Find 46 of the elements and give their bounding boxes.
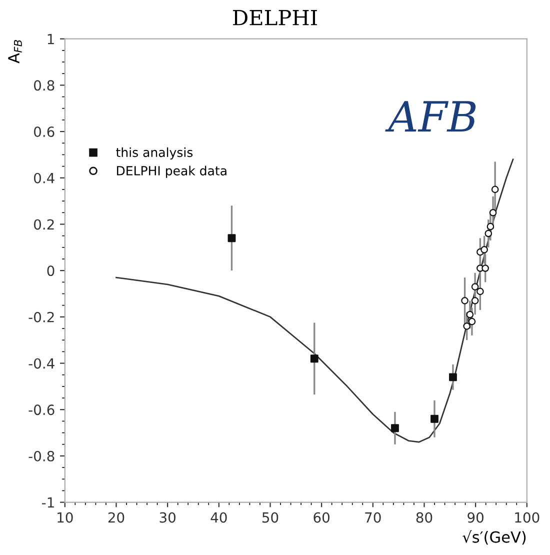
x-tick-label: 10: [58, 512, 73, 523]
point: [430, 414, 438, 423]
point: [489, 208, 497, 216]
legend-label: this analysis: [116, 147, 193, 160]
point: [471, 283, 479, 290]
annotation: AFB: [385, 101, 476, 132]
y-tick-label: -0.4: [28, 358, 54, 369]
y-tick-label: -1: [42, 497, 54, 508]
point: [480, 246, 488, 254]
x-axis-title: √s′(GeV): [462, 530, 526, 545]
x-tick-label: 20: [108, 512, 124, 523]
point: [310, 354, 318, 363]
y-tick-label: 0: [47, 266, 54, 276]
y-tick-label: 0.2: [34, 219, 54, 230]
x-tick-label: 90: [468, 512, 484, 523]
point: [471, 297, 479, 304]
y-tick-label: 1: [48, 34, 54, 44]
y-tick-label: 0.4: [34, 172, 54, 184]
point: [461, 297, 468, 304]
x-tick-label: 80: [416, 512, 432, 523]
y-axis-title: A$_{FB}$: [8, 40, 22, 64]
point: [228, 234, 236, 242]
x-tick-label: 60: [314, 512, 330, 523]
point: [484, 230, 492, 238]
x-tick-label: 50: [262, 512, 278, 523]
point: [463, 322, 470, 330]
point: [468, 318, 476, 326]
chart-title: DELPHI: [233, 10, 317, 26]
y-tick-label: -0.6: [28, 404, 54, 416]
y-tick-label: 0.8: [34, 80, 54, 91]
point: [491, 186, 499, 194]
line-series: [116, 158, 514, 443]
point: [466, 310, 474, 318]
point: [476, 288, 484, 296]
y-tick-label: -0.8: [28, 450, 54, 462]
point: [449, 373, 457, 382]
legend-label: DELPHI peak data: [116, 166, 226, 178]
point: [391, 424, 399, 432]
x-tick-label: 70: [365, 512, 381, 523]
point: [482, 264, 489, 272]
x-tick-label: 40: [210, 512, 227, 523]
x-tick-label: 30: [160, 512, 176, 523]
x-tick-label: 100: [515, 512, 540, 523]
point: [486, 222, 494, 230]
y-tick-label: -0.2: [28, 312, 54, 322]
y-tick-label: 0.6: [34, 126, 54, 138]
